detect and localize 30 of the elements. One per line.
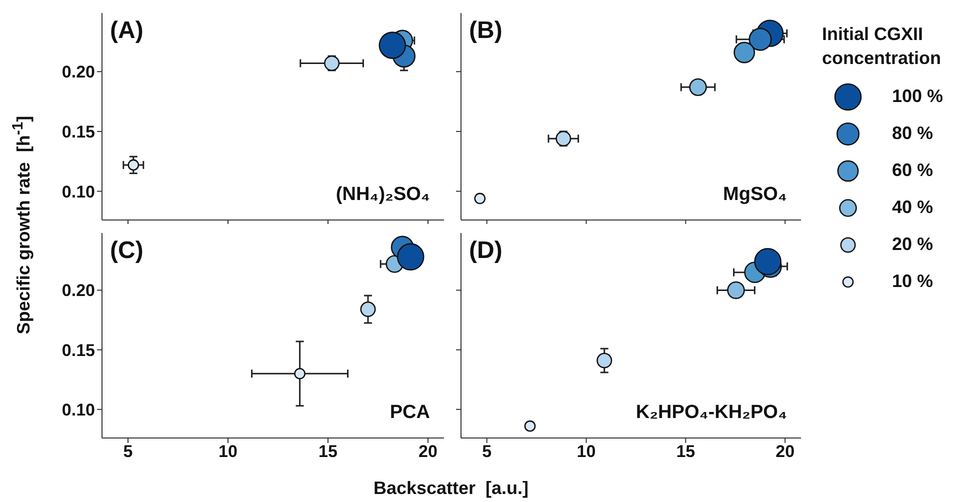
annotation: K₂HPO₄-KH₂PO₄ bbox=[636, 402, 787, 424]
x-tick-label: 20 bbox=[776, 442, 795, 462]
y-tick-label: 0.10 bbox=[62, 400, 95, 420]
annotation: MgSO₄ bbox=[723, 184, 787, 206]
legend-label: 20 % bbox=[892, 234, 934, 255]
chart-title: (D) bbox=[469, 237, 502, 265]
legend-label: 60 % bbox=[892, 160, 934, 181]
annotation: PCA bbox=[390, 402, 430, 424]
y-tick-label: 0.20 bbox=[62, 62, 95, 82]
legend-label: 10 % bbox=[892, 271, 934, 292]
legend-title: Initial CGXII concentration bbox=[822, 23, 942, 70]
legend-label: 100 % bbox=[892, 86, 944, 107]
x-tick-label: 15 bbox=[318, 442, 338, 462]
x-tick-label: 20 bbox=[418, 442, 438, 462]
x-tick-label: 10 bbox=[576, 442, 596, 462]
y-tick-label: 0.20 bbox=[62, 281, 95, 300]
chart-title: (B) bbox=[469, 17, 502, 45]
x-tick-label: 5 bbox=[123, 442, 133, 462]
y-tick-label: 0.15 bbox=[62, 340, 95, 360]
x-tick-label: 15 bbox=[676, 442, 696, 462]
y-tick-label: 0.15 bbox=[62, 122, 95, 142]
chart-title: (A) bbox=[110, 17, 144, 45]
x-tick-label: 10 bbox=[218, 442, 238, 462]
y-tick-label: 0.10 bbox=[62, 182, 95, 202]
chart-title: (C) bbox=[110, 237, 144, 265]
legend-label: 40 % bbox=[892, 197, 934, 218]
annotation: (NH₄)₂SO₄ bbox=[336, 184, 430, 206]
legend-label: 80 % bbox=[892, 123, 934, 144]
x-tick-label: 5 bbox=[482, 442, 492, 462]
x-axis-title: Backscatter [a.u.] bbox=[373, 478, 529, 499]
